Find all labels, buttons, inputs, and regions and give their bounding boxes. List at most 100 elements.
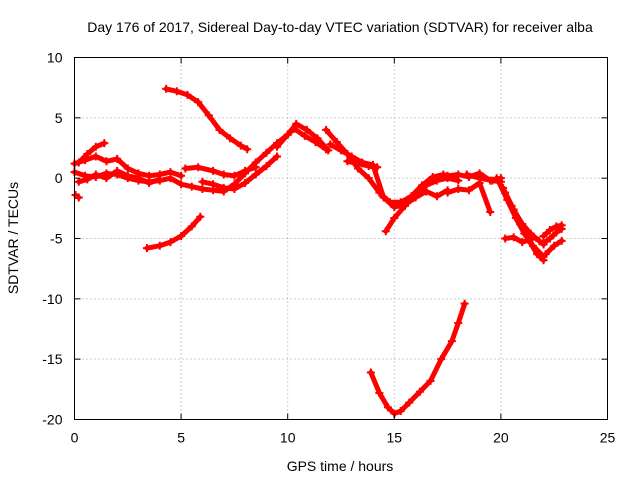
data-point (183, 90, 192, 99)
data-point (83, 150, 92, 159)
data-point (509, 233, 518, 242)
x-tick-label: 25 (600, 430, 616, 446)
data-point (426, 376, 435, 385)
y-tick-label: -5 (50, 231, 63, 247)
series-arc-evening-b (443, 178, 495, 216)
data-point (499, 183, 508, 192)
data-point (494, 177, 503, 186)
data-point (415, 387, 424, 396)
data-point (428, 172, 437, 181)
series-arc-morning-low (142, 212, 205, 253)
series-arc-dip (366, 299, 469, 418)
data-point (324, 146, 333, 155)
data-point (552, 222, 561, 231)
data-point (74, 177, 83, 186)
data-point (134, 174, 143, 183)
data-point (177, 232, 186, 241)
data-point (313, 134, 322, 143)
y-tick-label: -10 (42, 291, 62, 307)
data-point (347, 152, 356, 161)
data-point (113, 154, 122, 163)
data-point (437, 355, 446, 364)
data-point (447, 337, 456, 346)
data-point (507, 201, 516, 210)
series-trace (76, 140, 107, 165)
y-tick-label: 5 (55, 110, 63, 126)
data-point (187, 222, 196, 231)
data-point (155, 241, 164, 250)
data-point (145, 171, 154, 180)
data-point (209, 180, 218, 189)
data-point (432, 192, 441, 201)
series-trace (344, 158, 380, 170)
data-point (539, 256, 548, 265)
data-point (219, 170, 228, 179)
data-point (166, 168, 175, 177)
axis-ticks (74, 57, 608, 420)
series-arc-early-low (74, 166, 164, 187)
data-point (557, 236, 566, 245)
data-point (545, 234, 554, 243)
data-point (354, 159, 363, 168)
data-point (155, 175, 164, 184)
data-point (196, 212, 205, 221)
data-point (262, 162, 271, 171)
x-tick-label: 10 (280, 430, 296, 446)
data-point (181, 164, 190, 173)
series-trace (541, 226, 565, 246)
series-arc-late-f (539, 221, 566, 241)
data-point (251, 170, 260, 179)
data-point (91, 142, 100, 151)
data-point (400, 201, 409, 210)
data-point (443, 171, 452, 180)
data-point (366, 368, 375, 377)
x-tick-label: 15 (387, 430, 403, 446)
data-point (326, 140, 335, 149)
series-arc-afternoon-c (343, 157, 382, 172)
data-point (454, 318, 463, 327)
data-point (526, 235, 535, 244)
data-point (462, 170, 471, 179)
data-point (302, 125, 311, 134)
data-point (375, 388, 384, 397)
data-point (194, 98, 203, 107)
data-point (300, 131, 309, 140)
data-point (539, 232, 548, 241)
data-point (550, 241, 559, 250)
series-arc-noon-peak (273, 119, 333, 155)
series-arc-morning-mid (198, 152, 282, 194)
data-point (464, 186, 473, 195)
data-point (187, 182, 196, 191)
y-tick-label: 10 (47, 50, 63, 66)
y-tick-label: 0 (55, 170, 63, 186)
data-point (475, 174, 484, 183)
data-point (488, 176, 497, 185)
data-point (454, 185, 463, 194)
data-point (535, 236, 544, 245)
data-point (91, 170, 100, 179)
data-point (390, 213, 399, 222)
data-point (83, 175, 92, 184)
series-trace (274, 121, 331, 153)
data-point (74, 193, 83, 202)
series-arc-afternoon-d (381, 174, 463, 236)
data-point (241, 178, 250, 187)
data-point (545, 226, 554, 235)
series-arc-late-g (541, 236, 566, 259)
data-point (204, 111, 213, 120)
data-point (162, 84, 171, 93)
series-trace (368, 301, 468, 416)
series-arc-morning-flat (181, 163, 260, 180)
x-axis-label: GPS time / hours (287, 458, 394, 474)
data-point (251, 163, 260, 172)
data-point (396, 407, 405, 416)
data-point (516, 220, 525, 229)
data-point (219, 183, 228, 192)
y-axis-label: SDTVAR / TECUs (5, 182, 21, 294)
data-point (102, 157, 111, 166)
x-tick-label: 0 (71, 430, 79, 446)
data-point (383, 403, 392, 412)
data-point (194, 163, 203, 172)
series-arc-early-peak (74, 139, 109, 167)
